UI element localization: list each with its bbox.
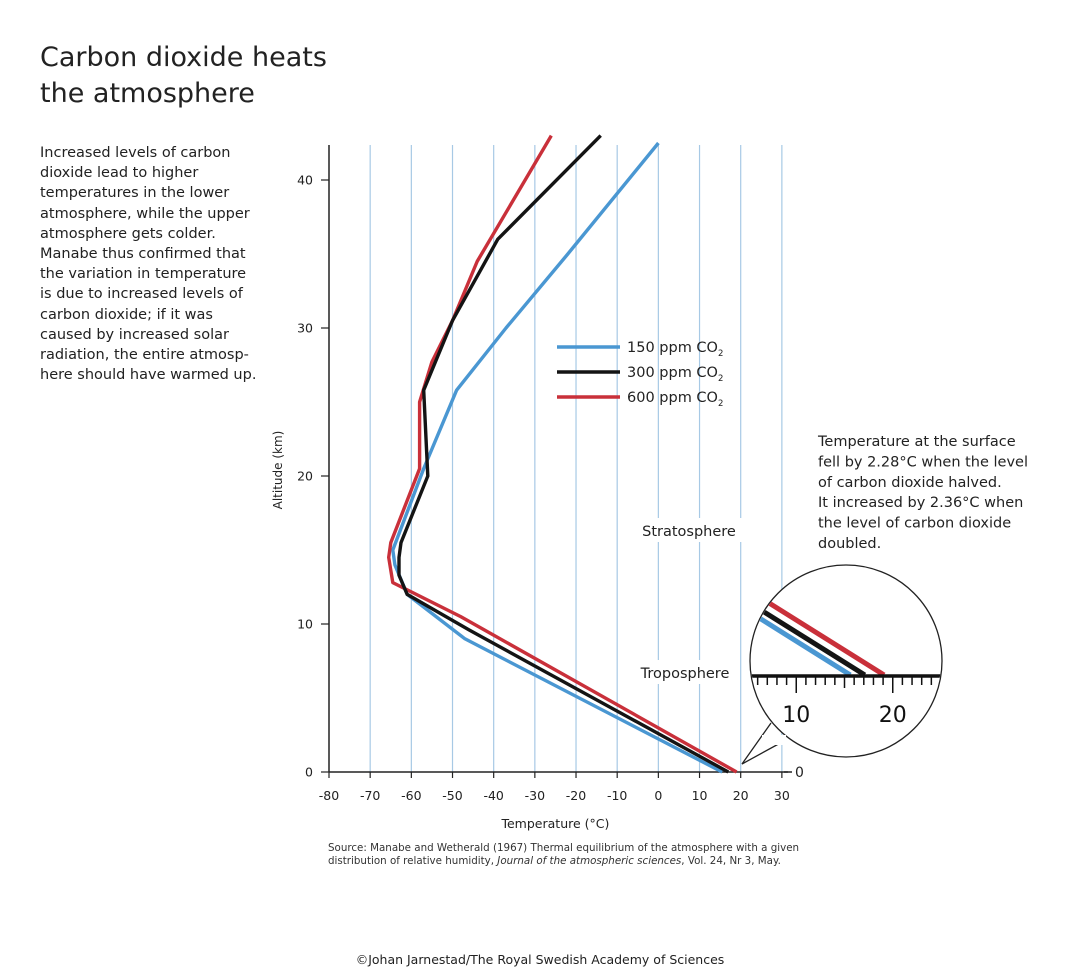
inset-series-line — [750, 583, 867, 678]
x-tick-label: 10 — [692, 788, 708, 803]
y-tick-label: 30 — [297, 321, 313, 336]
legend-subscript: 2 — [718, 374, 723, 384]
x-tick-label: -50 — [442, 788, 462, 803]
copyright-credit: ©Johan Jarnestad/The Royal Swedish Acade… — [355, 952, 725, 967]
source-part: distribution of relative humidity, — [328, 855, 498, 867]
series-line — [397, 134, 730, 774]
description-line: dioxide lead to higher — [40, 165, 199, 182]
x-tick-label: -60 — [401, 788, 421, 803]
source-line-2: distribution of relative humidity, Journ… — [328, 855, 799, 868]
axes: -80 -70 -60 -50 -40 -30 -20 -10 0 10 20 30 0 10 20 30 40… — [271, 145, 790, 831]
source-part: , Vol. 24, Nr 3, May. — [681, 855, 781, 867]
x-tick-label: -40 — [483, 788, 503, 803]
legend-label: 150 ppm CO2 — [627, 340, 723, 359]
description-line: atmosphere, while the upper — [40, 205, 250, 222]
zoom-inset: 10 20 0 — [741, 564, 943, 781]
source-journal: Journal of the atmospheric sciences — [497, 855, 682, 867]
surface-note-line: It increased by 2.36°C when — [818, 495, 1023, 511]
label-background — [636, 518, 742, 542]
description-line: here should have warmed up. — [40, 367, 257, 384]
description-line: temperatures in the lower — [40, 185, 230, 202]
description-text: Increased levels of carbon dioxide lead … — [40, 143, 280, 385]
x-axis-title: Temperature (°C) — [500, 816, 609, 831]
inset-scale-label: 20 — [879, 703, 907, 728]
y-tick-label: 20 — [297, 469, 313, 484]
legend-subscript: 2 — [718, 349, 723, 359]
surface-note-line: Temperature at the surface — [817, 434, 1016, 450]
inset-content: 10 20 — [750, 583, 942, 728]
series-line — [387, 134, 738, 774]
description-line: caused by increased solar — [40, 326, 229, 343]
troposphere-label: Troposphere — [640, 666, 730, 682]
label-background — [634, 660, 738, 684]
description-line: the variation in temperature — [40, 266, 247, 283]
description-line: radiation, the entire atmosp- — [40, 347, 249, 364]
stratosphere-label: Stratosphere — [642, 524, 736, 540]
inset-pointer-mask — [762, 735, 786, 745]
annotations: Stratosphere Troposphere Temperature at th… — [634, 434, 1028, 684]
x-tick-label: -80 — [319, 788, 339, 803]
description-line: is due to increased levels of — [40, 286, 243, 303]
title-line-2: the atmosphere — [40, 78, 255, 109]
y-tick-label: 10 — [297, 617, 313, 632]
description-line: Increased levels of carbon — [40, 145, 231, 161]
series-line — [391, 141, 723, 774]
x-tick-label: 20 — [733, 788, 749, 803]
surface-note-line: of carbon dioxide halved. — [818, 475, 1002, 491]
x-tick-label: 0 — [654, 788, 662, 803]
x-tick-label: -30 — [525, 788, 545, 803]
legend-subscript: 2 — [718, 399, 723, 409]
inset-scale-label: 10 — [782, 703, 810, 728]
series-lines — [387, 134, 738, 774]
inset-series-line — [750, 583, 852, 678]
y-tick-label: 40 — [297, 173, 313, 188]
title-line-1: Carbon dioxide heats — [40, 42, 327, 73]
legend: 150 ppm CO2 300 ppm CO2 600 ppm CO2 — [557, 340, 723, 409]
page-title: Carbon dioxide heats the atmosphere — [40, 40, 327, 112]
description-line: atmosphere gets colder. — [40, 225, 216, 242]
x-tick-label: 30 — [774, 788, 790, 803]
x-tick-label: -20 — [566, 788, 586, 803]
surface-note-line: doubled. — [818, 536, 881, 552]
source-line-1: Source: Manabe and Wetherald (1967) Ther… — [328, 842, 800, 854]
x-tick-label: -70 — [360, 788, 380, 803]
grid-lines — [369, 145, 783, 772]
surface-note-line: the level of carbon dioxide — [818, 516, 1011, 532]
legend-label: 300 ppm CO2 — [627, 365, 723, 384]
surface-note-line: fell by 2.28°C when the level — [818, 454, 1028, 470]
description-line: carbon dioxide; if it was — [40, 306, 213, 323]
y-tick-label: 0 — [305, 765, 313, 780]
description-line: Manabe thus confirmed that — [40, 246, 246, 263]
legend-label: 600 ppm CO2 — [627, 390, 723, 409]
inset-zero-label: 0 — [795, 765, 804, 781]
x-tick-label: -10 — [607, 788, 627, 803]
source-citation: Source: Manabe and Wetherald (1967) Ther… — [328, 842, 799, 868]
y-axis-title: Altitude (km) — [271, 431, 285, 510]
